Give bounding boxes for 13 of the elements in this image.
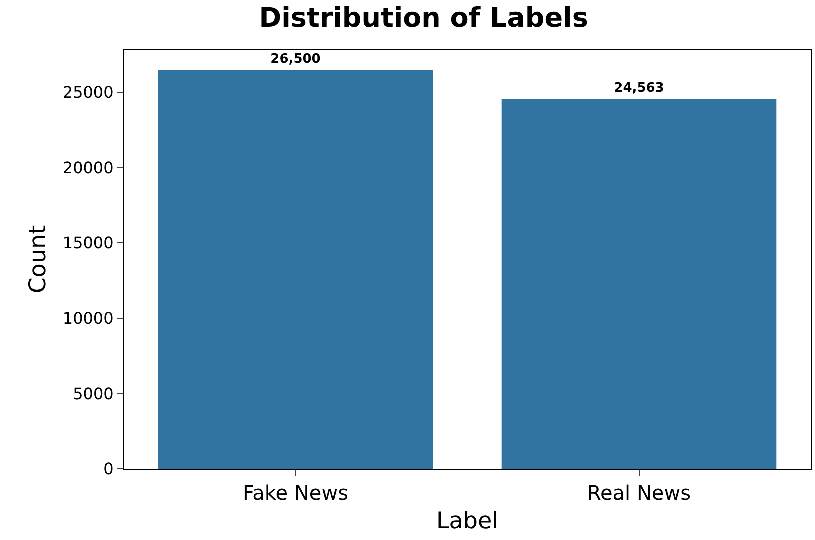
y-tick-label: 25000	[62, 83, 114, 102]
x-tick-label: Real News	[587, 481, 692, 505]
data-label: 26,500	[270, 52, 321, 67]
x-axis-title: Label	[436, 508, 499, 535]
y-axis-title: Count	[25, 225, 52, 294]
y-tick-label: 10000	[62, 309, 114, 328]
chart-title: Distribution of Labels	[259, 3, 588, 34]
y-tick-label: 0	[104, 460, 114, 479]
data-label: 24,563	[614, 81, 664, 96]
y-tick-label: 5000	[73, 384, 114, 404]
x-tick-label: Fake News	[243, 481, 348, 505]
y-tick-label: 15000	[62, 234, 114, 253]
y-tick-label: 20000	[62, 158, 114, 178]
